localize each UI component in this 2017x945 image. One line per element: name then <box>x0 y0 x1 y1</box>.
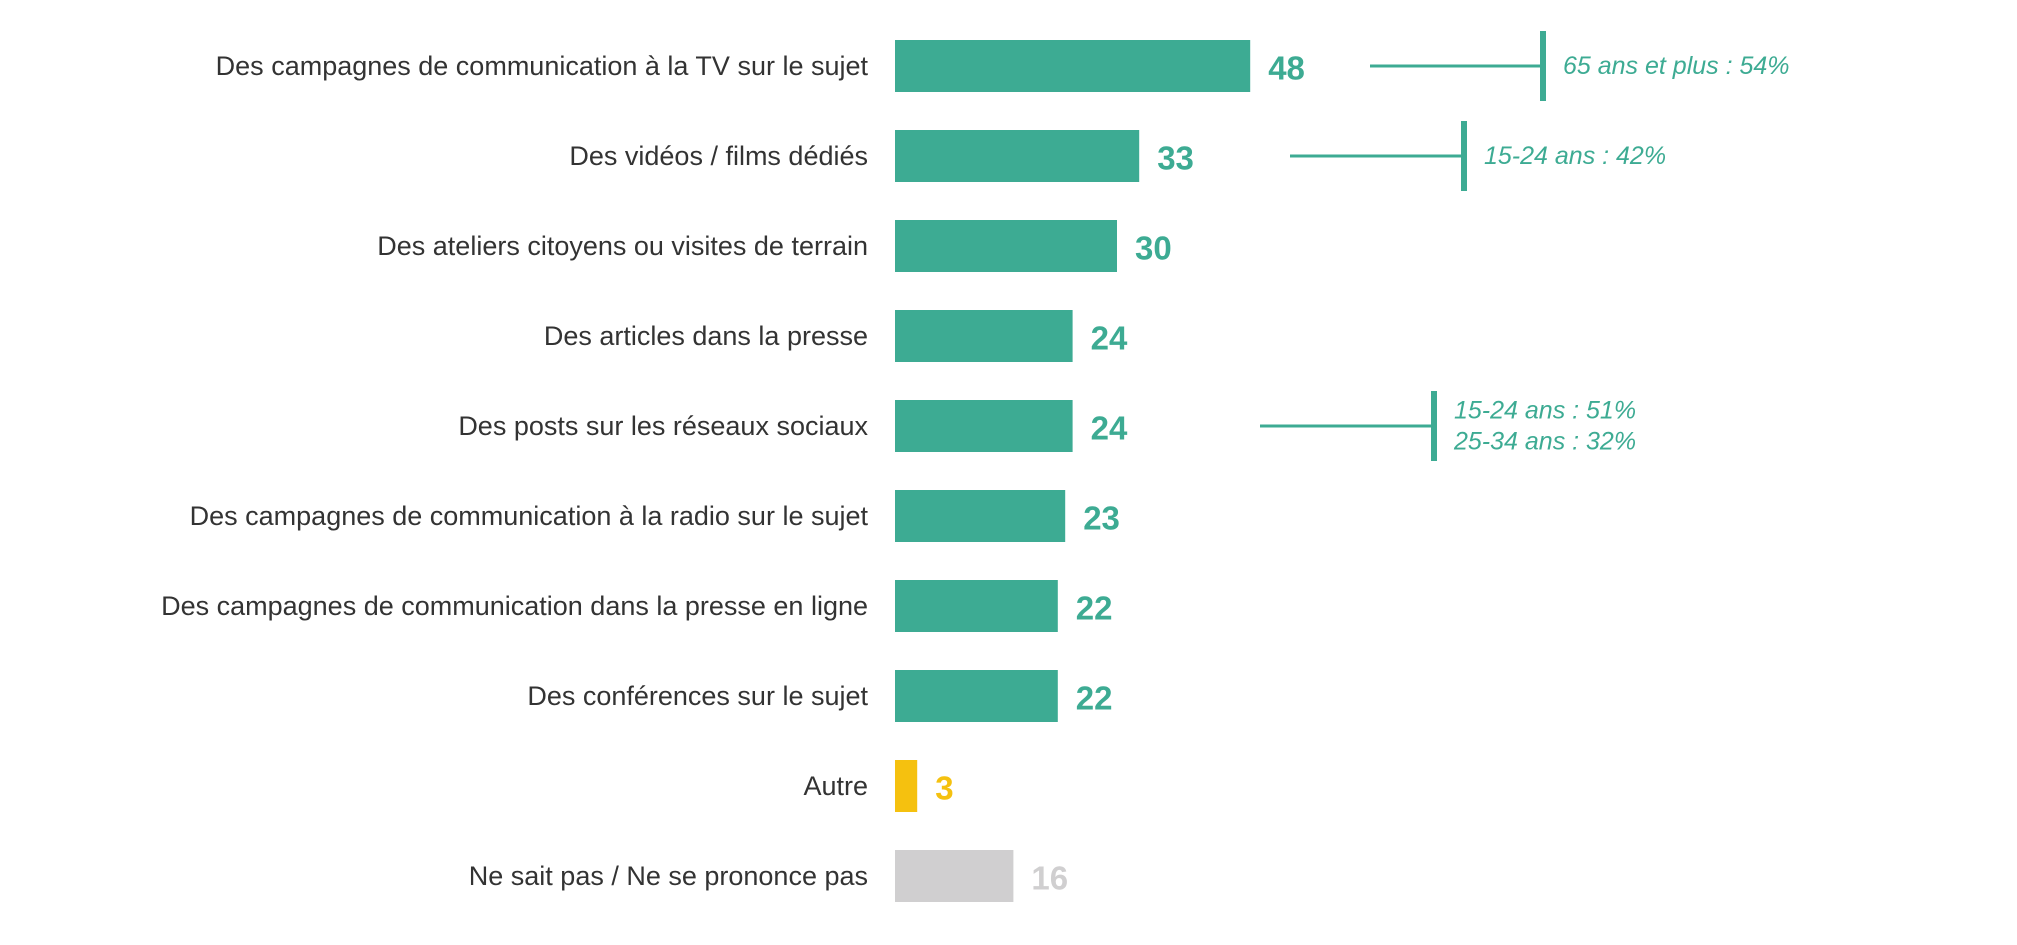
category-label: Des campagnes de communication à la TV s… <box>216 51 869 81</box>
bar <box>895 850 1014 902</box>
category-label: Des posts sur les réseaux sociaux <box>458 411 868 441</box>
annotation-note: 65 ans et plus : 54% <box>1563 52 1790 80</box>
bar <box>895 130 1140 182</box>
category-label: Des conférences sur le sujet <box>527 681 868 711</box>
category-label: Ne sait pas / Ne se prononce pas <box>469 861 868 891</box>
category-label: Des vidéos / films dédiés <box>569 141 868 171</box>
bar <box>895 580 1058 632</box>
value-label: 3 <box>935 770 953 807</box>
category-label: Des ateliers citoyens ou visites de terr… <box>377 231 868 261</box>
value-label: 16 <box>1031 860 1068 897</box>
bar <box>895 310 1073 362</box>
category-label: Des campagnes de communication à la radi… <box>190 501 869 531</box>
category-label: Autre <box>803 771 868 801</box>
value-label: 33 <box>1157 140 1194 177</box>
value-label: 24 <box>1091 410 1128 447</box>
bar <box>895 490 1066 542</box>
bar <box>895 760 918 812</box>
category-label: Des articles dans la presse <box>544 321 868 351</box>
bar <box>895 220 1117 272</box>
bar <box>895 670 1058 722</box>
value-label: 48 <box>1268 50 1305 87</box>
value-label: 23 <box>1083 500 1120 537</box>
bar <box>895 40 1251 92</box>
bar <box>895 400 1073 452</box>
value-label: 22 <box>1076 590 1113 627</box>
value-label: 24 <box>1091 320 1128 357</box>
annotation-note: 15-24 ans : 51% <box>1454 397 1636 425</box>
category-label: Des campagnes de communication dans la p… <box>161 591 868 621</box>
value-label: 30 <box>1135 230 1172 267</box>
value-label: 22 <box>1076 680 1113 717</box>
annotation-note: 25-34 ans : 32% <box>1453 428 1636 456</box>
annotation-note: 15-24 ans : 42% <box>1484 142 1666 170</box>
